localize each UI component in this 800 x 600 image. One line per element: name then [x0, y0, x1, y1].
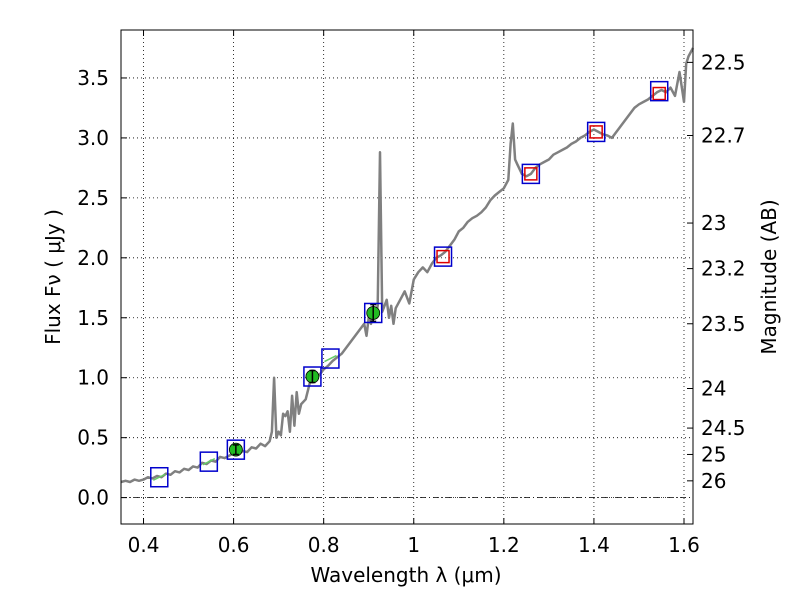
x-tick-label: 1.4: [578, 533, 610, 557]
model-band-square: [226, 439, 246, 460]
y-tick-label: 0.0: [77, 486, 109, 510]
y-axis-label: Flux Fν ( μJy ): [41, 209, 65, 345]
y-tick-label: 1.0: [77, 366, 109, 390]
magnitude-tick-label: 23: [701, 211, 726, 235]
upper-limit-square: [589, 125, 603, 139]
x-tick-label: 0.6: [218, 533, 250, 557]
model-band-square: [321, 348, 340, 369]
x-tick-label: 1.2: [488, 533, 520, 557]
magnitude-tick-label: 23.2: [701, 257, 746, 281]
x-axis-ticks: 0.4 0.6 0.8 1 1.2 1.4 1.6: [128, 30, 700, 557]
model-band-square: [363, 302, 383, 324]
model-band-square: [586, 121, 606, 143]
magnitude-axis-label: Magnitude (AB): [757, 199, 781, 354]
magnitude-tick-label: 26: [701, 469, 726, 493]
filter-mark: [324, 354, 337, 363]
y-axis-ticks: 0.0 0.5 1.0 1.5 2.0 2.5 3.0 3.5: [77, 66, 127, 510]
filter-mark: [152, 473, 166, 481]
model-band-square: [649, 80, 669, 102]
x-tick-label: 0.4: [128, 533, 160, 557]
upper-limit-square: [652, 86, 666, 101]
x-axis-label: Wavelength λ (μm): [310, 563, 501, 587]
y-tick-label: 3.0: [77, 126, 109, 150]
y-tick-label: 2.5: [77, 186, 109, 210]
magnitude-tick-label: 24.5: [701, 416, 746, 440]
x-tick-label: 1.6: [668, 533, 700, 557]
y-tick-label: 1.5: [77, 306, 109, 330]
model-band-square: [433, 246, 453, 267]
filter-mark: [202, 457, 216, 466]
upper-limit-square: [436, 249, 450, 264]
model-spectrum: [120, 47, 695, 484]
x-tick-label: 0.8: [308, 533, 340, 557]
plot-frame: [120, 29, 694, 525]
model-band-square: [199, 451, 219, 472]
x-tick-label: 1: [407, 533, 420, 557]
upper-limit-square: [524, 167, 538, 181]
y-tick-label: 0.5: [77, 426, 109, 450]
magnitude-tick-label: 25: [701, 442, 726, 466]
magnitude-tick-label: 24: [701, 377, 726, 401]
model-band-square: [521, 163, 541, 185]
magnitude-axis-ticks: 22.5 22.7 23 23.2 23.5 24 24.525 26: [687, 50, 746, 493]
model-band-square: [150, 466, 169, 488]
magnitude-tick-label: 23.5: [701, 312, 746, 336]
photometry-markers: [150, 80, 669, 488]
magnitude-tick-label: 22.5: [701, 50, 746, 74]
y-tick-label: 2.0: [77, 246, 109, 270]
spectrum-line: [120, 47, 695, 484]
magnitude-tick-label: 22.7: [701, 124, 746, 148]
model-band-square: [303, 366, 322, 387]
y-tick-label: 3.5: [77, 66, 109, 90]
